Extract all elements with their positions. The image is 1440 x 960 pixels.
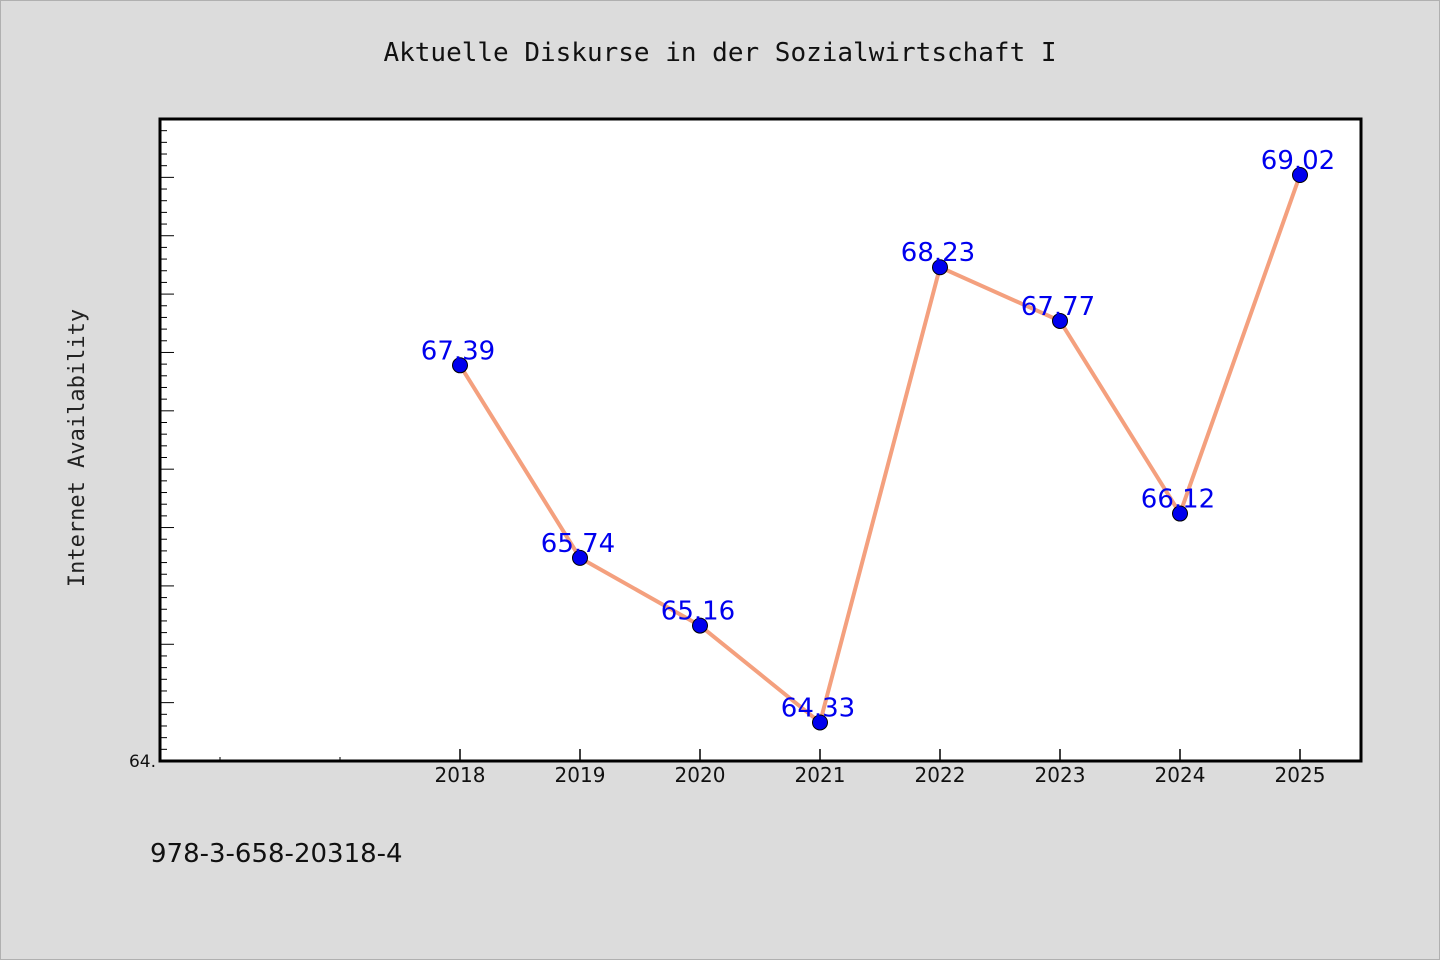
data-label-2018: 67.39 (421, 336, 495, 366)
x-tick-label-2021: 2021 (795, 763, 846, 787)
data-point-2023 (1052, 312, 1068, 329)
x-tick-label-2018: 2018 (435, 763, 486, 787)
data-label-2024: 66.12 (1141, 485, 1215, 515)
data-point-2022 (932, 259, 948, 276)
y-axis-label: Internet Availability (65, 309, 90, 587)
series-line (458, 174, 1302, 725)
data-point-2024 (1172, 505, 1188, 522)
data-point-2019 (572, 549, 588, 566)
x-tick-label-2024: 2024 (1155, 763, 1206, 787)
x-tick-label-2022: 2022 (915, 763, 966, 787)
data-label-2020: 65.16 (661, 597, 735, 627)
data-label-2019: 65.74 (541, 529, 615, 559)
data-label-2022: 68.23 (901, 238, 975, 268)
x-tick-label-2023: 2023 (1035, 763, 1086, 787)
chart-title: Aktuelle Diskurse in der Sozialwirtschaf… (383, 38, 1056, 68)
x-tick-label-2020: 2020 (675, 763, 726, 787)
data-point-2021 (812, 714, 828, 731)
series-layer (452, 167, 1308, 731)
x-tick-label-2019: 2019 (555, 763, 606, 787)
data-point-2018 (452, 357, 468, 374)
y-axis-ticks: 64. (129, 130, 174, 772)
x-tick-label-2025: 2025 (1275, 763, 1326, 787)
data-label-2023: 67.77 (1021, 292, 1095, 322)
data-label-2021: 64.33 (781, 693, 855, 723)
data-label-2025: 69.02 (1261, 146, 1335, 176)
data-point-2020 (692, 617, 708, 634)
data-point-2025 (1292, 167, 1308, 184)
plot-area (158, 117, 1363, 763)
data-labels: 67.39 65.74 65.16 64.33 68.23 67.77 66.12 69.02 (421, 146, 1335, 723)
x-axis-ticks: 2018 2019 2020 2021 2022 2023 2024 2025 (219, 749, 1326, 787)
isbn-footnote: 978-3-658-20318-4 (150, 839, 403, 869)
y-tick-label: 64. (129, 752, 156, 772)
